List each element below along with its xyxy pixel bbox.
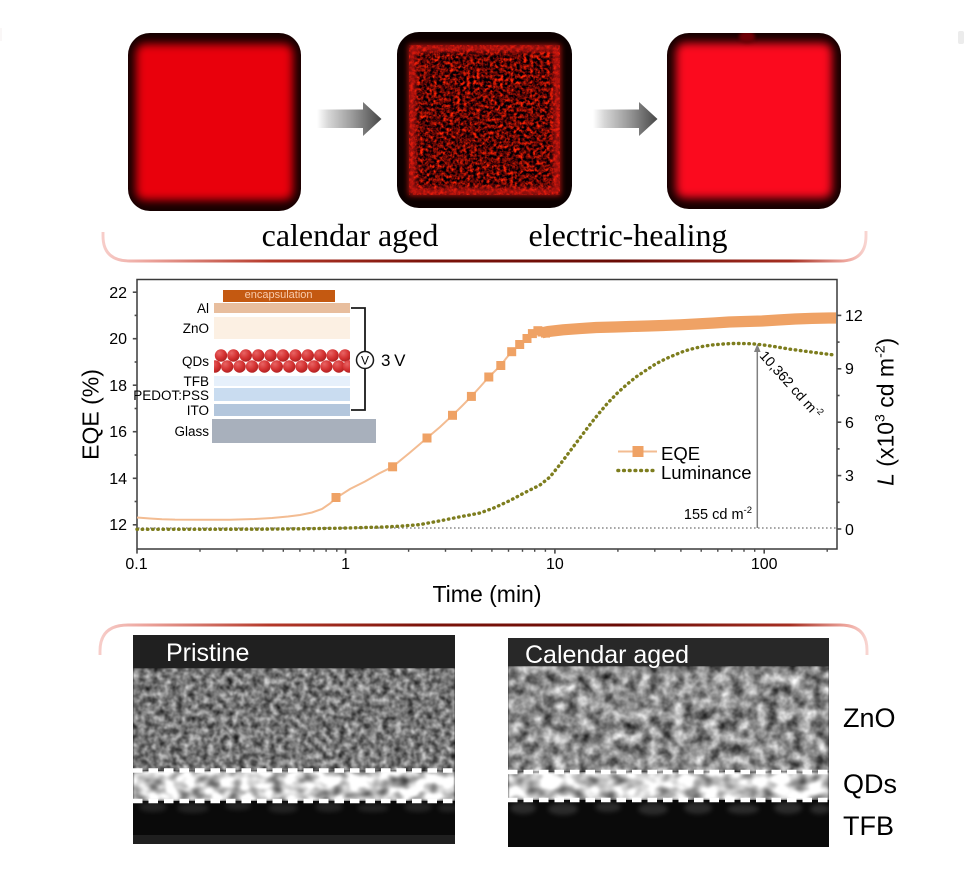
svg-text:Pristine: Pristine bbox=[166, 639, 249, 667]
svg-text:Calendar aged: Calendar aged bbox=[525, 641, 689, 669]
svg-text:V: V bbox=[361, 354, 369, 368]
